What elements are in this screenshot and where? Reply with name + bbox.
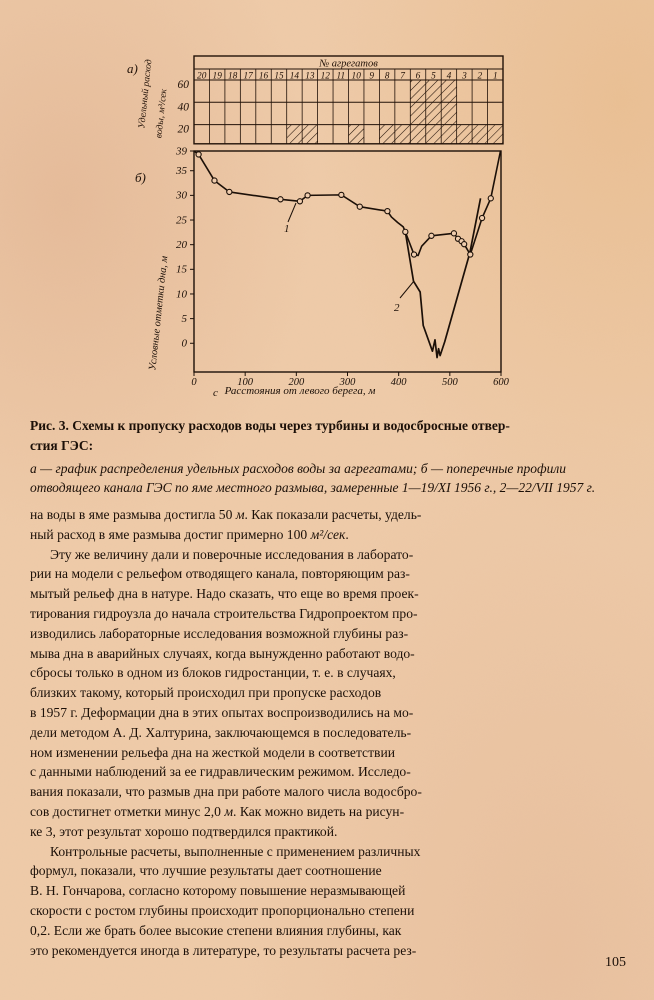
svg-text:14: 14 bbox=[290, 72, 300, 82]
svg-text:500: 500 bbox=[442, 377, 459, 388]
svg-text:с: с bbox=[213, 387, 218, 399]
svg-text:600: 600 bbox=[493, 377, 510, 388]
svg-text:5: 5 bbox=[182, 313, 188, 325]
svg-text:18: 18 bbox=[228, 72, 238, 82]
svg-text:5: 5 bbox=[431, 72, 436, 82]
svg-text:1: 1 bbox=[284, 223, 290, 235]
svg-text:2: 2 bbox=[394, 302, 400, 314]
svg-text:60: 60 bbox=[178, 79, 190, 91]
svg-text:20: 20 bbox=[178, 124, 190, 136]
svg-text:16: 16 bbox=[259, 72, 269, 82]
svg-text:40: 40 bbox=[178, 101, 190, 113]
svg-text:10: 10 bbox=[176, 288, 188, 300]
svg-text:15: 15 bbox=[176, 264, 188, 276]
svg-text:б): б) bbox=[135, 170, 146, 185]
svg-text:а): а) bbox=[127, 61, 138, 76]
svg-text:8: 8 bbox=[385, 72, 390, 82]
svg-text:35: 35 bbox=[175, 165, 188, 177]
svg-text:19: 19 bbox=[213, 72, 223, 82]
svg-text:Удельный расход: Удельный расход bbox=[136, 59, 154, 130]
svg-text:39: 39 bbox=[175, 145, 188, 157]
svg-text:10: 10 bbox=[352, 72, 362, 82]
svg-text:0: 0 bbox=[182, 338, 188, 350]
svg-text:20: 20 bbox=[197, 72, 207, 82]
svg-text:1: 1 bbox=[493, 72, 498, 82]
svg-text:17: 17 bbox=[243, 72, 253, 82]
svg-text:13: 13 bbox=[305, 72, 315, 82]
svg-text:3: 3 bbox=[461, 72, 467, 82]
svg-text:11: 11 bbox=[336, 72, 345, 82]
svg-text:7: 7 bbox=[400, 72, 405, 82]
svg-text:№ агрегатов: № агрегатов bbox=[318, 59, 378, 70]
svg-text:Расстояния от левого берега, м: Расстояния от левого берега, м bbox=[224, 385, 376, 397]
svg-text:30: 30 bbox=[175, 190, 188, 202]
svg-text:0: 0 bbox=[191, 377, 197, 388]
svg-text:2: 2 bbox=[477, 72, 482, 82]
svg-text:25: 25 bbox=[176, 214, 188, 226]
svg-text:воды, м³/сек: воды, м³/сек bbox=[153, 88, 169, 139]
svg-text:9: 9 bbox=[369, 72, 374, 82]
svg-text:20: 20 bbox=[176, 239, 188, 251]
svg-text:4: 4 bbox=[447, 72, 452, 82]
svg-text:15: 15 bbox=[274, 72, 284, 82]
svg-text:12: 12 bbox=[321, 72, 331, 82]
svg-text:400: 400 bbox=[391, 377, 408, 388]
svg-text:6: 6 bbox=[416, 72, 421, 82]
svg-text:Условные отметки дна, м: Условные отметки дна, м bbox=[147, 255, 170, 371]
